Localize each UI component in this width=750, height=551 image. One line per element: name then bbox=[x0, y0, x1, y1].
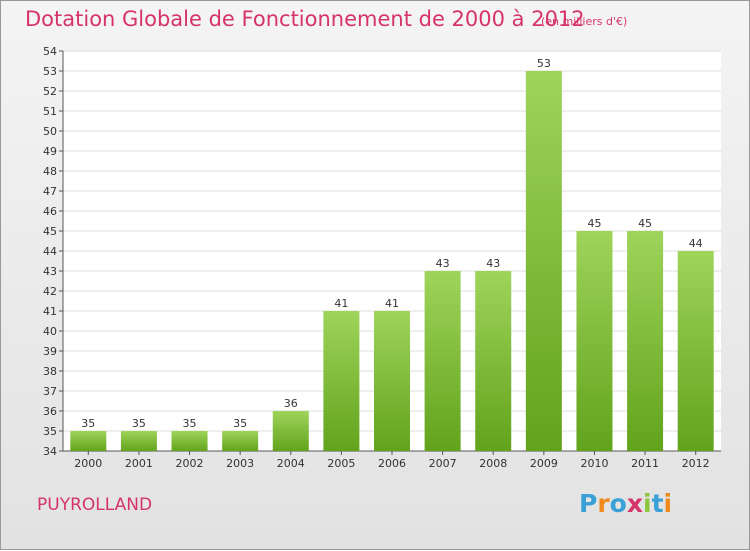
data-label: 35 bbox=[132, 417, 146, 430]
x-tick-label: 2001 bbox=[125, 457, 153, 470]
y-tick-label: 40 bbox=[43, 325, 57, 338]
y-tick-label: 52 bbox=[43, 85, 57, 98]
bar bbox=[424, 271, 461, 451]
data-label: 45 bbox=[587, 217, 601, 230]
y-tick-label: 48 bbox=[43, 165, 57, 178]
bar bbox=[677, 251, 714, 451]
y-tick-label: 53 bbox=[43, 65, 57, 78]
y-tick-label: 45 bbox=[43, 225, 57, 238]
y-tick-label: 37 bbox=[43, 385, 57, 398]
data-label: 36 bbox=[284, 397, 298, 410]
x-tick-label: 2010 bbox=[580, 457, 608, 470]
logo-letter: P bbox=[579, 489, 598, 518]
x-tick-label: 2011 bbox=[631, 457, 659, 470]
y-tick-label: 47 bbox=[43, 185, 57, 198]
y-tick-label: 34 bbox=[43, 445, 57, 458]
bar bbox=[374, 311, 410, 451]
bar bbox=[525, 71, 562, 451]
x-tick-label: 2007 bbox=[429, 457, 457, 470]
bar bbox=[171, 431, 208, 451]
x-tick-label: 2008 bbox=[479, 457, 507, 470]
bar bbox=[323, 311, 360, 451]
logo-letter: x bbox=[626, 489, 643, 518]
data-label: 35 bbox=[81, 417, 95, 430]
y-tick-label: 36 bbox=[43, 405, 57, 418]
logo-letter: i bbox=[643, 489, 652, 518]
data-label: 45 bbox=[638, 217, 652, 230]
bar bbox=[627, 231, 664, 451]
bar bbox=[222, 431, 259, 451]
bar bbox=[272, 411, 309, 451]
bar bbox=[576, 231, 613, 451]
y-tick-label: 39 bbox=[43, 345, 57, 358]
x-tick-label: 2002 bbox=[176, 457, 204, 470]
x-tick-label: 2009 bbox=[530, 457, 558, 470]
logo-letter: t bbox=[651, 489, 664, 518]
x-tick-label: 2004 bbox=[277, 457, 305, 470]
y-tick-label: 35 bbox=[43, 425, 57, 438]
data-label: 41 bbox=[385, 297, 399, 310]
x-tick-label: 2006 bbox=[378, 457, 406, 470]
x-tick-label: 2000 bbox=[74, 457, 102, 470]
data-label: 53 bbox=[537, 57, 551, 70]
y-tick-label: 38 bbox=[43, 365, 57, 378]
bar bbox=[475, 271, 512, 451]
place-name: PUYROLLAND bbox=[37, 495, 153, 515]
y-tick-label: 44 bbox=[43, 245, 57, 258]
chart-subtitle: (en milliers d'€) bbox=[541, 15, 628, 28]
data-label: 35 bbox=[233, 417, 247, 430]
bar bbox=[70, 431, 107, 451]
data-label: 43 bbox=[486, 257, 500, 270]
y-tick-label: 49 bbox=[43, 145, 57, 158]
x-tick-label: 2012 bbox=[682, 457, 710, 470]
logo-letter: r bbox=[597, 489, 610, 518]
y-tick-label: 43 bbox=[43, 265, 57, 278]
x-tick-label: 2003 bbox=[226, 457, 254, 470]
bar bbox=[120, 431, 157, 451]
data-label: 43 bbox=[436, 257, 450, 270]
x-tick-label: 2005 bbox=[327, 457, 355, 470]
logo-letter: i bbox=[663, 489, 673, 518]
y-tick-label: 42 bbox=[43, 285, 57, 298]
data-label: 41 bbox=[334, 297, 348, 310]
y-tick-label: 41 bbox=[43, 305, 57, 318]
logo-letter: o bbox=[609, 489, 627, 518]
chart-title: Dotation Globale de Fonctionnement de 20… bbox=[25, 7, 585, 31]
y-tick-label: 50 bbox=[43, 125, 57, 138]
y-tick-label: 54 bbox=[43, 45, 57, 58]
proxiti-logo: Proxiti bbox=[579, 489, 672, 518]
y-tick-label: 51 bbox=[43, 105, 57, 118]
data-label: 35 bbox=[183, 417, 197, 430]
data-label: 44 bbox=[689, 237, 703, 250]
y-tick-label: 46 bbox=[43, 205, 57, 218]
